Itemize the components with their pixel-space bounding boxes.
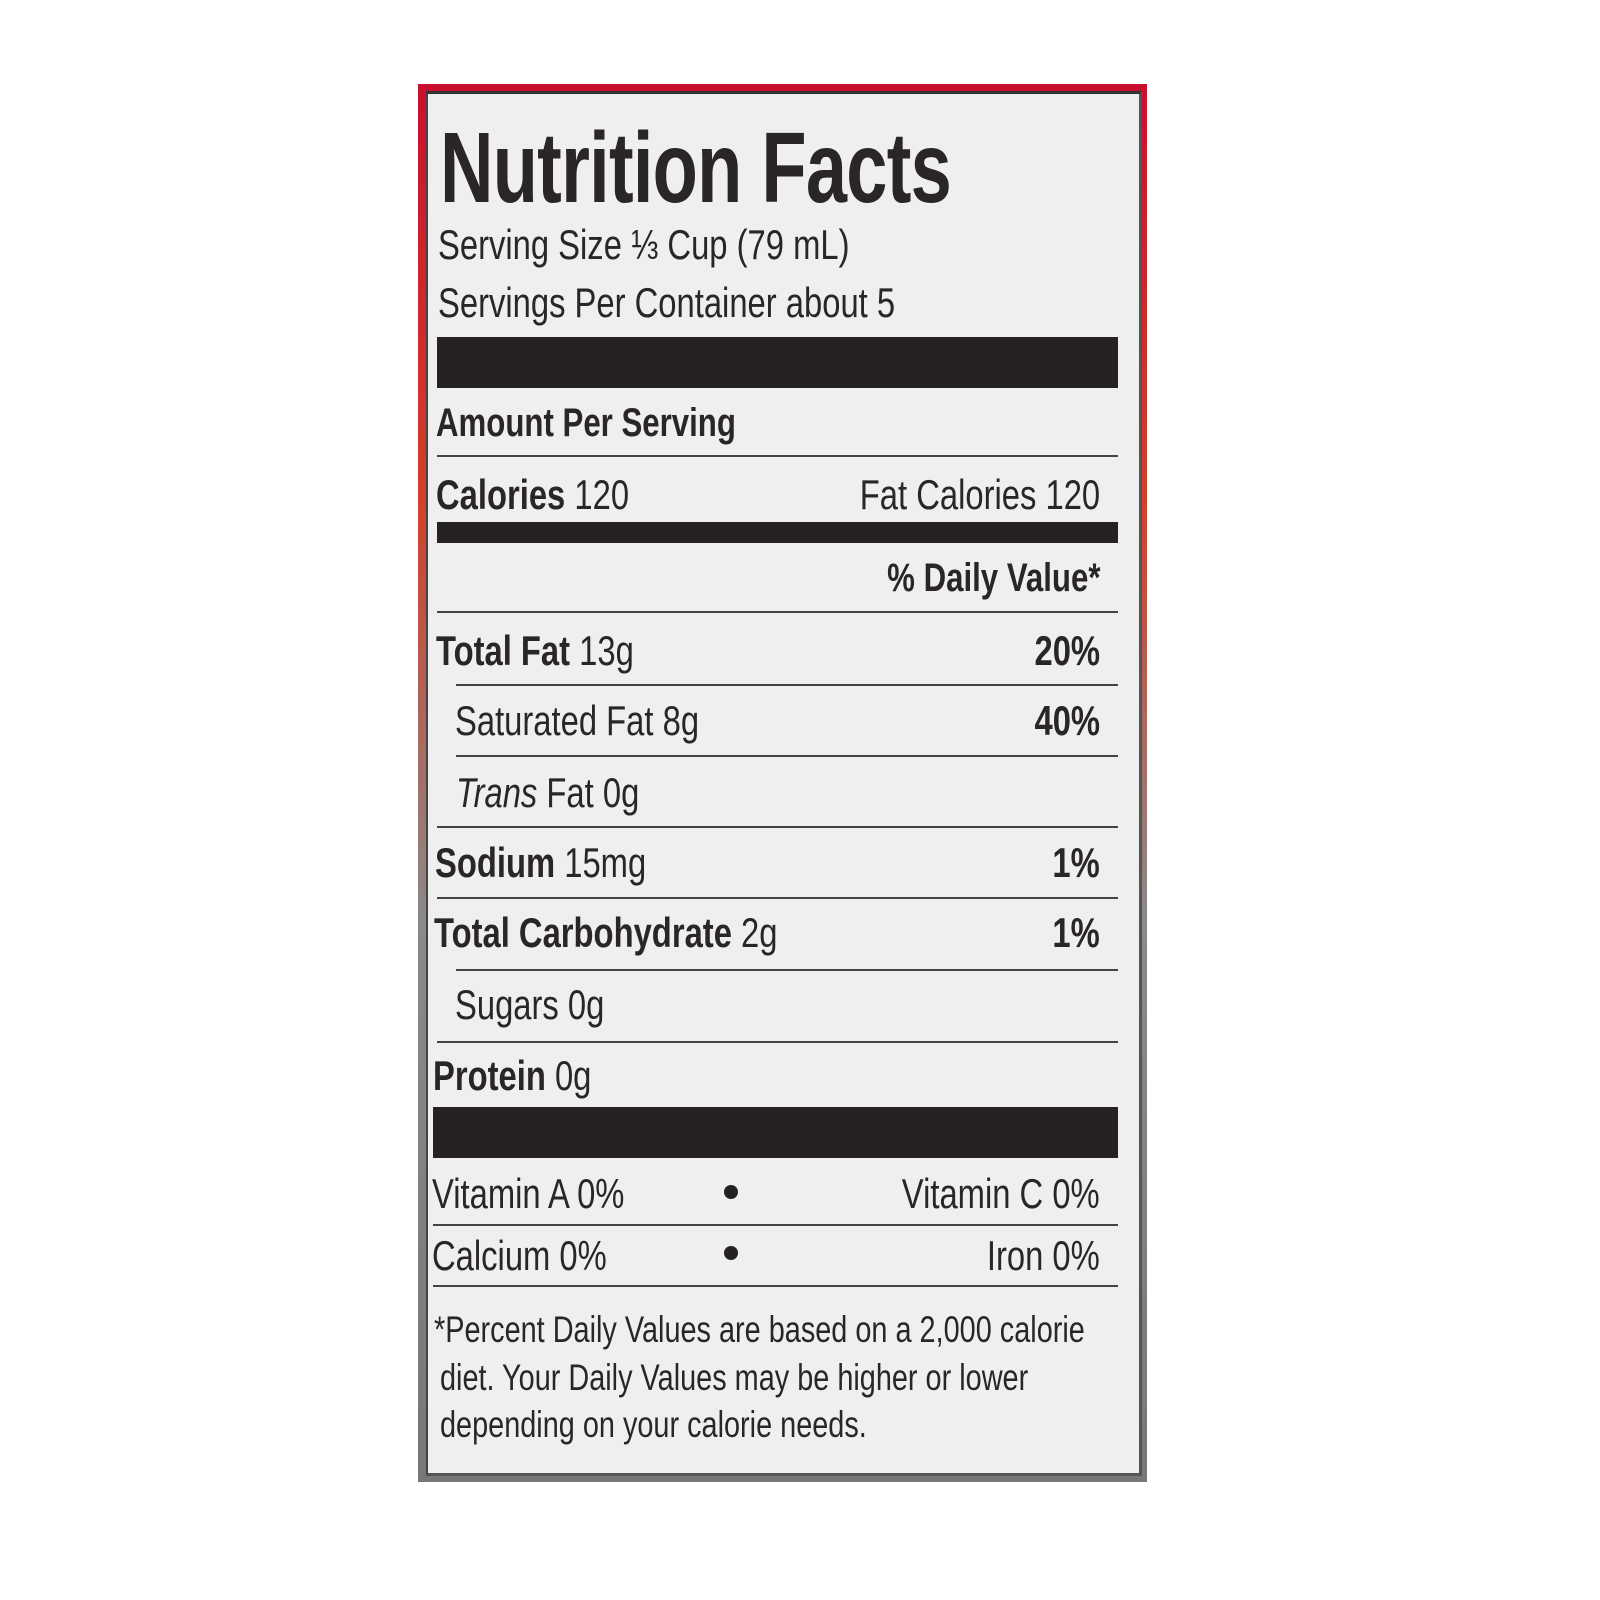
servings-per-container: Servings Per Container about 5 bbox=[438, 279, 896, 326]
label-title: Nutrition Facts bbox=[440, 112, 952, 224]
nutrient-trans-fat: Trans Fat 0g bbox=[456, 772, 639, 814]
divider bbox=[456, 755, 1118, 757]
nutrient-name: Total Fat bbox=[436, 627, 571, 674]
nutrient-name-rest: Fat bbox=[546, 769, 594, 816]
iron: Iron 0% bbox=[987, 1232, 1100, 1279]
nutrient-amount: 8g bbox=[662, 697, 700, 744]
medium-divider bbox=[437, 522, 1118, 543]
nutrient-saturated-fat: Saturated Fat 8g bbox=[455, 700, 699, 742]
dv-total-carbohydrate: 1% bbox=[1052, 909, 1100, 956]
divider bbox=[456, 684, 1118, 686]
serving-size: Serving Size ⅓ Cup (79 mL) bbox=[438, 221, 850, 268]
divider bbox=[437, 1041, 1118, 1043]
bullet-icon bbox=[724, 1246, 738, 1260]
divider bbox=[433, 1224, 1118, 1226]
daily-value-header: % Daily Value* bbox=[886, 556, 1100, 600]
nutrient-name: Sodium bbox=[435, 839, 556, 886]
nutrient-sugars: Sugars 0g bbox=[455, 984, 604, 1026]
nutrient-amount: 0g bbox=[602, 769, 640, 816]
nutrient-amount: 0g bbox=[567, 981, 605, 1028]
amount-per-serving: Amount Per Serving bbox=[436, 401, 736, 445]
footnote-line: diet. Your Daily Values may be higher or… bbox=[440, 1357, 1029, 1398]
nutrient-name: Trans bbox=[456, 769, 538, 816]
thick-divider bbox=[437, 337, 1118, 388]
nutrient-sodium: Sodium 15mg bbox=[435, 842, 646, 884]
nutrition-label-panel bbox=[426, 91, 1142, 1476]
nutrient-total-fat: Total Fat 13g bbox=[436, 630, 634, 672]
vitamin-c: Vitamin C 0% bbox=[902, 1170, 1100, 1217]
nutrient-name: Total Carbohydrate bbox=[434, 909, 732, 956]
dv-saturated-fat: 40% bbox=[1034, 697, 1100, 744]
nutrient-amount: 2g bbox=[741, 909, 778, 956]
calories-row: Calories 120 bbox=[436, 474, 629, 516]
nutrient-protein: Protein 0g bbox=[433, 1055, 591, 1097]
fat-calories: Fat Calories 120 bbox=[859, 471, 1100, 518]
nutrient-total-carbohydrate: Total Carbohydrate 2g bbox=[434, 912, 777, 954]
divider bbox=[437, 611, 1118, 613]
calories-value: 120 bbox=[574, 471, 630, 518]
bullet-icon bbox=[724, 1185, 738, 1199]
divider bbox=[437, 826, 1118, 828]
dv-sodium: 1% bbox=[1052, 839, 1100, 886]
nutrient-amount: 13g bbox=[579, 627, 634, 674]
nutrient-name: Sugars bbox=[455, 981, 559, 1028]
divider bbox=[437, 455, 1118, 457]
thick-divider bbox=[433, 1107, 1118, 1158]
divider bbox=[437, 897, 1118, 899]
divider bbox=[456, 969, 1118, 971]
footnote-line: *Percent Daily Values are based on a 2,0… bbox=[434, 1309, 1085, 1350]
vitamin-a: Vitamin A 0% bbox=[432, 1170, 625, 1217]
nutrient-name: Saturated Fat bbox=[455, 697, 654, 744]
calories-label: Calories bbox=[436, 471, 566, 518]
calcium: Calcium 0% bbox=[432, 1232, 607, 1279]
nutrient-amount: 0g bbox=[554, 1052, 592, 1099]
nutrient-name: Protein bbox=[433, 1052, 546, 1099]
nutrient-amount: 15mg bbox=[564, 839, 647, 886]
divider bbox=[433, 1285, 1118, 1287]
footnote-line: depending on your calorie needs. bbox=[440, 1404, 867, 1445]
dv-total-fat: 20% bbox=[1034, 627, 1100, 674]
